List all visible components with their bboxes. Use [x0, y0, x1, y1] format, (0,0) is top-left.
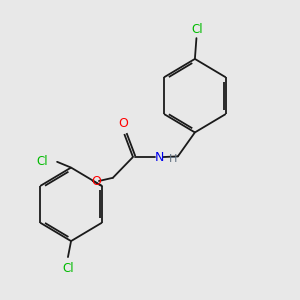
Text: O: O [118, 117, 128, 130]
Text: H: H [169, 154, 178, 164]
Text: Cl: Cl [62, 262, 74, 275]
Text: O: O [91, 175, 101, 188]
Text: Cl: Cl [37, 155, 48, 168]
Text: N: N [154, 151, 164, 164]
Text: Cl: Cl [192, 22, 203, 36]
